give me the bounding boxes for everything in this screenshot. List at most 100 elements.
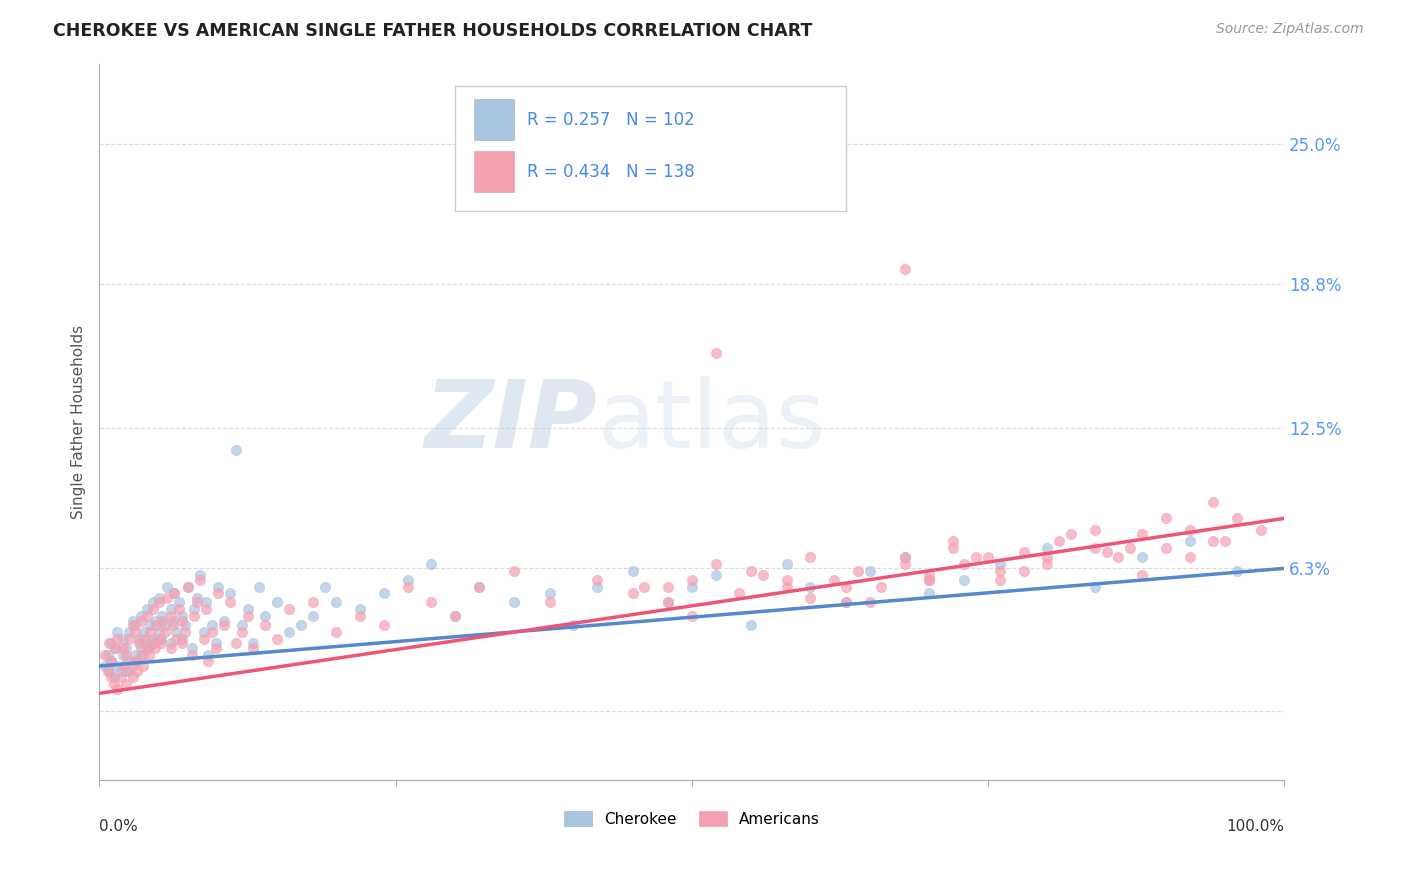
Point [134,632,156,646]
Point [201,624,224,639]
Point [172,614,194,628]
Point [396,573,419,587]
Point [197,655,219,669]
Point [1130,549,1153,564]
Point [740,618,762,632]
Point [231,624,253,639]
Point [799,591,821,605]
Point [325,624,347,639]
Point [207,586,229,600]
Point [132,659,155,673]
FancyBboxPatch shape [474,99,515,140]
Point [173,624,195,639]
Point [1084,541,1107,555]
Text: R = 0.434   N = 138: R = 0.434 N = 138 [527,162,695,181]
Point [396,580,419,594]
Point [586,573,609,587]
Point [148,591,170,605]
Point [586,580,609,594]
Point [114,677,136,691]
Point [148,595,170,609]
Point [858,564,880,578]
Point [1250,523,1272,537]
Point [118,624,141,639]
Point [150,632,173,646]
Point [100,655,122,669]
Point [1036,557,1059,571]
Point [188,568,211,582]
Point [103,677,125,691]
Point [201,618,224,632]
Point [186,591,208,605]
Point [247,580,270,594]
Point [538,595,561,609]
Point [681,580,703,594]
Legend: Cherokee, Americans: Cherokee, Americans [558,805,825,833]
Point [135,636,157,650]
Point [846,564,869,578]
Point [835,595,858,609]
Point [162,618,184,632]
Point [188,573,211,587]
Point [467,580,489,594]
Point [278,624,301,639]
Point [105,632,128,646]
Point [941,541,963,555]
Point [148,624,170,639]
Point [153,618,176,632]
Point [740,564,762,578]
Point [118,632,141,646]
Point [538,586,561,600]
Point [266,595,288,609]
Point [112,659,135,673]
Point [988,557,1011,571]
Y-axis label: Single Father Households: Single Father Households [72,325,86,519]
Point [204,636,226,650]
Point [142,632,165,646]
Point [159,636,181,650]
Point [186,595,208,609]
Point [139,624,162,639]
Point [143,640,166,655]
Point [150,636,173,650]
Point [139,618,162,632]
Point [165,624,187,639]
Point [110,664,132,678]
Point [195,602,218,616]
Point [172,632,194,646]
Point [94,659,117,673]
Point [1012,564,1035,578]
Point [104,640,127,655]
Point [121,670,143,684]
Point [112,648,135,662]
Text: CHEROKEE VS AMERICAN SINGLE FATHER HOUSEHOLDS CORRELATION CHART: CHEROKEE VS AMERICAN SINGLE FATHER HOUSE… [53,22,813,40]
Point [114,664,136,678]
Point [156,591,179,605]
Point [301,609,323,624]
Point [124,648,146,662]
Point [134,624,156,639]
Point [776,557,799,571]
Point [114,640,136,655]
Point [704,345,727,359]
Point [138,640,160,655]
Point [100,655,122,669]
Point [1130,527,1153,541]
Point [598,182,620,196]
Point [121,659,143,673]
Point [988,564,1011,578]
Point [349,602,371,616]
Point [129,640,152,655]
Point [988,573,1011,587]
Point [225,636,247,650]
Point [254,609,277,624]
Point [835,595,858,609]
Text: 0.0%: 0.0% [100,819,138,834]
Point [420,595,443,609]
Point [621,564,644,578]
Point [118,664,141,678]
Point [420,557,443,571]
Point [444,609,467,624]
Point [132,648,155,662]
Point [100,636,122,650]
